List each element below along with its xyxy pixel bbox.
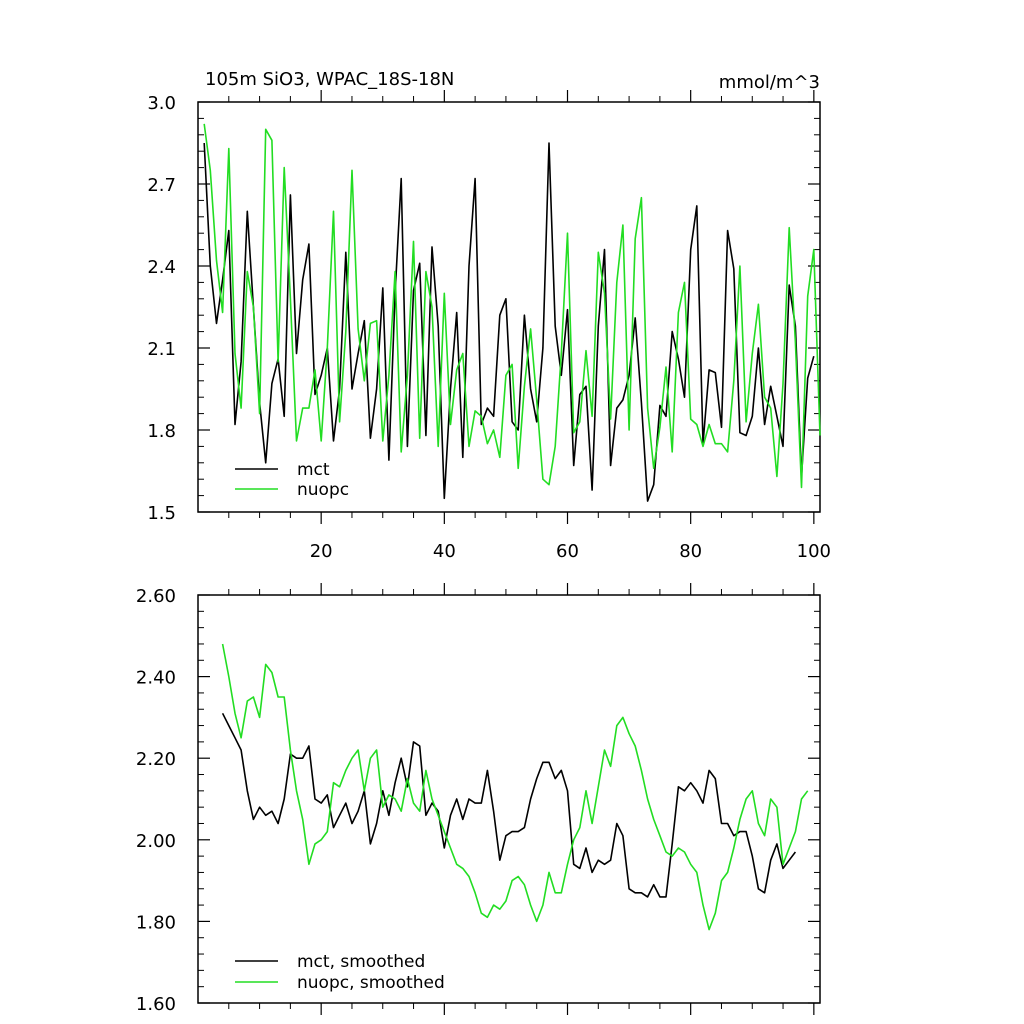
top-ytick-label: 1.8 bbox=[147, 421, 176, 442]
units-label: mmol/m^3 bbox=[719, 72, 820, 93]
bottom-ytick-label: 2.00 bbox=[136, 831, 176, 852]
bottom-ytick-label: 2.60 bbox=[136, 586, 176, 607]
top-xtick-label: 40 bbox=[433, 541, 456, 562]
top-xtick-label: 60 bbox=[556, 541, 579, 562]
top-plot-frame bbox=[197, 101, 821, 513]
top-ytick-label: 2.1 bbox=[147, 339, 176, 360]
bottom-panel: 1.60 1.80 2.00 2.20 2.40 2.60 mct, smoothed n… bbox=[136, 583, 821, 1015]
bottom-plot-frame bbox=[197, 594, 821, 1004]
legend-label-mct-smoothed: mct, smoothed bbox=[297, 952, 425, 972]
bottom-ytick-label: 1.60 bbox=[136, 994, 176, 1015]
bottom-ytick-label: 2.20 bbox=[136, 749, 176, 770]
top-xtick-label: 20 bbox=[310, 541, 333, 562]
bottom-legend: mct, smoothed nuopc, smoothed bbox=[235, 952, 445, 993]
top-legend: mct nuopc bbox=[235, 460, 349, 500]
top-ytick-label: 3.0 bbox=[147, 93, 176, 114]
top-ytick-label: 1.5 bbox=[147, 503, 176, 524]
bottom-series-line-1 bbox=[221, 643, 809, 931]
top-xtick-label: 80 bbox=[679, 541, 702, 562]
top-ytick-label: 2.4 bbox=[147, 257, 176, 278]
chart-title: 105m SiO3, WPAC_18S-18N bbox=[205, 69, 454, 90]
top-ytick-label: 2.7 bbox=[147, 175, 176, 196]
legend-label-mct: mct bbox=[297, 460, 330, 480]
top-series-line-0 bbox=[203, 142, 815, 502]
top-panel: 1.5 1.8 2.1 2.4 2.7 3.0 20 40 60 80 100 mct nuopc bbox=[147, 90, 831, 562]
legend-label-nuopc-smoothed: nuopc, smoothed bbox=[297, 973, 445, 993]
top-xtick-label: 100 bbox=[797, 541, 831, 562]
legend-label-nuopc: nuopc bbox=[297, 480, 349, 500]
bottom-series-line-0 bbox=[221, 712, 797, 898]
bottom-ytick-label: 2.40 bbox=[136, 668, 176, 689]
bottom-ytick-label: 1.80 bbox=[136, 912, 176, 933]
top-series-line-1 bbox=[203, 123, 821, 489]
